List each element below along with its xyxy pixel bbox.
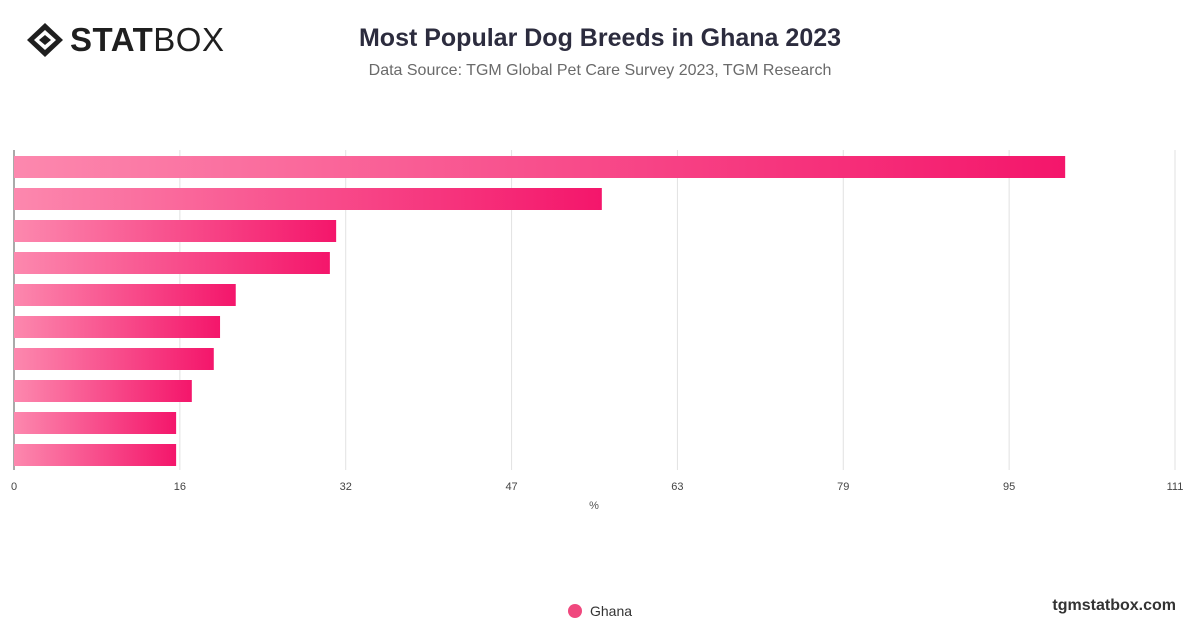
x-tick-label: 63 — [671, 481, 683, 493]
x-axis-label: % — [589, 500, 599, 512]
bar[interactable] — [14, 156, 1066, 178]
x-tick-label: 32 — [340, 481, 352, 493]
bar[interactable] — [14, 316, 221, 338]
bar[interactable] — [14, 412, 177, 434]
bar[interactable] — [14, 284, 236, 306]
bar[interactable] — [14, 252, 330, 274]
bar[interactable] — [14, 380, 192, 402]
bar[interactable] — [14, 444, 177, 466]
legend-label: Ghana — [590, 603, 633, 619]
bar[interactable] — [14, 188, 602, 210]
x-tick-label: 16 — [174, 481, 186, 493]
logo-wordmark: STATBOX — [70, 21, 225, 58]
legend[interactable]: Ghana — [568, 601, 632, 621]
x-tick-label: 95 — [1003, 481, 1015, 493]
chart-title: Most Popular Dog Breeds in Ghana 2023 — [358, 24, 842, 52]
bar[interactable] — [14, 348, 214, 370]
x-tick-label: 111 — [1167, 481, 1184, 493]
site-url[interactable]: tgmstatbox.com — [1052, 597, 1176, 614]
diamond-logo-icon — [27, 23, 63, 57]
statbox-logo: STATBOX — [26, 22, 224, 58]
x-tick-label: 47 — [505, 481, 517, 493]
legend-marker — [568, 604, 582, 618]
x-tick-label: 0 — [11, 481, 17, 493]
bar[interactable] — [14, 220, 337, 242]
x-tick-label: 79 — [837, 481, 849, 493]
chart-subtitle: Data Source: TGM Global Pet Care Survey … — [368, 62, 832, 79]
